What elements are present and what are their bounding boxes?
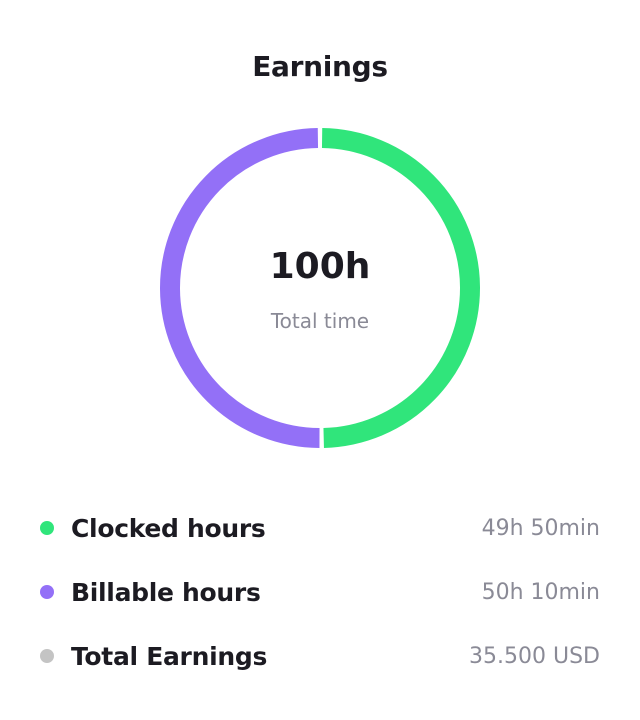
legend-item-billable-hours: Billable hours 50h 10min bbox=[40, 572, 600, 612]
total-time-label: Total time bbox=[270, 309, 370, 333]
legend-item-clocked-hours: Clocked hours 49h 50min bbox=[40, 508, 600, 548]
legend-dot bbox=[40, 649, 54, 663]
legend-value: 50h 10min bbox=[481, 579, 600, 605]
legend-item-total-earnings: Total Earnings 35.500 USD bbox=[40, 636, 600, 676]
legend-label: Total Earnings bbox=[71, 641, 268, 671]
legend-dot bbox=[40, 521, 54, 535]
legend-dot bbox=[40, 585, 54, 599]
legend-value: 35.500 USD bbox=[469, 643, 600, 669]
donut-slice-clocked-hours bbox=[321, 128, 480, 448]
legend-label: Clocked hours bbox=[71, 513, 266, 543]
total-time-value: 100h bbox=[269, 246, 371, 287]
legend-label: Billable hours bbox=[71, 577, 261, 607]
donut-slice-billable-hours bbox=[160, 128, 320, 448]
legend-value: 49h 50min bbox=[481, 515, 600, 541]
chart-title: Earnings bbox=[252, 50, 388, 83]
